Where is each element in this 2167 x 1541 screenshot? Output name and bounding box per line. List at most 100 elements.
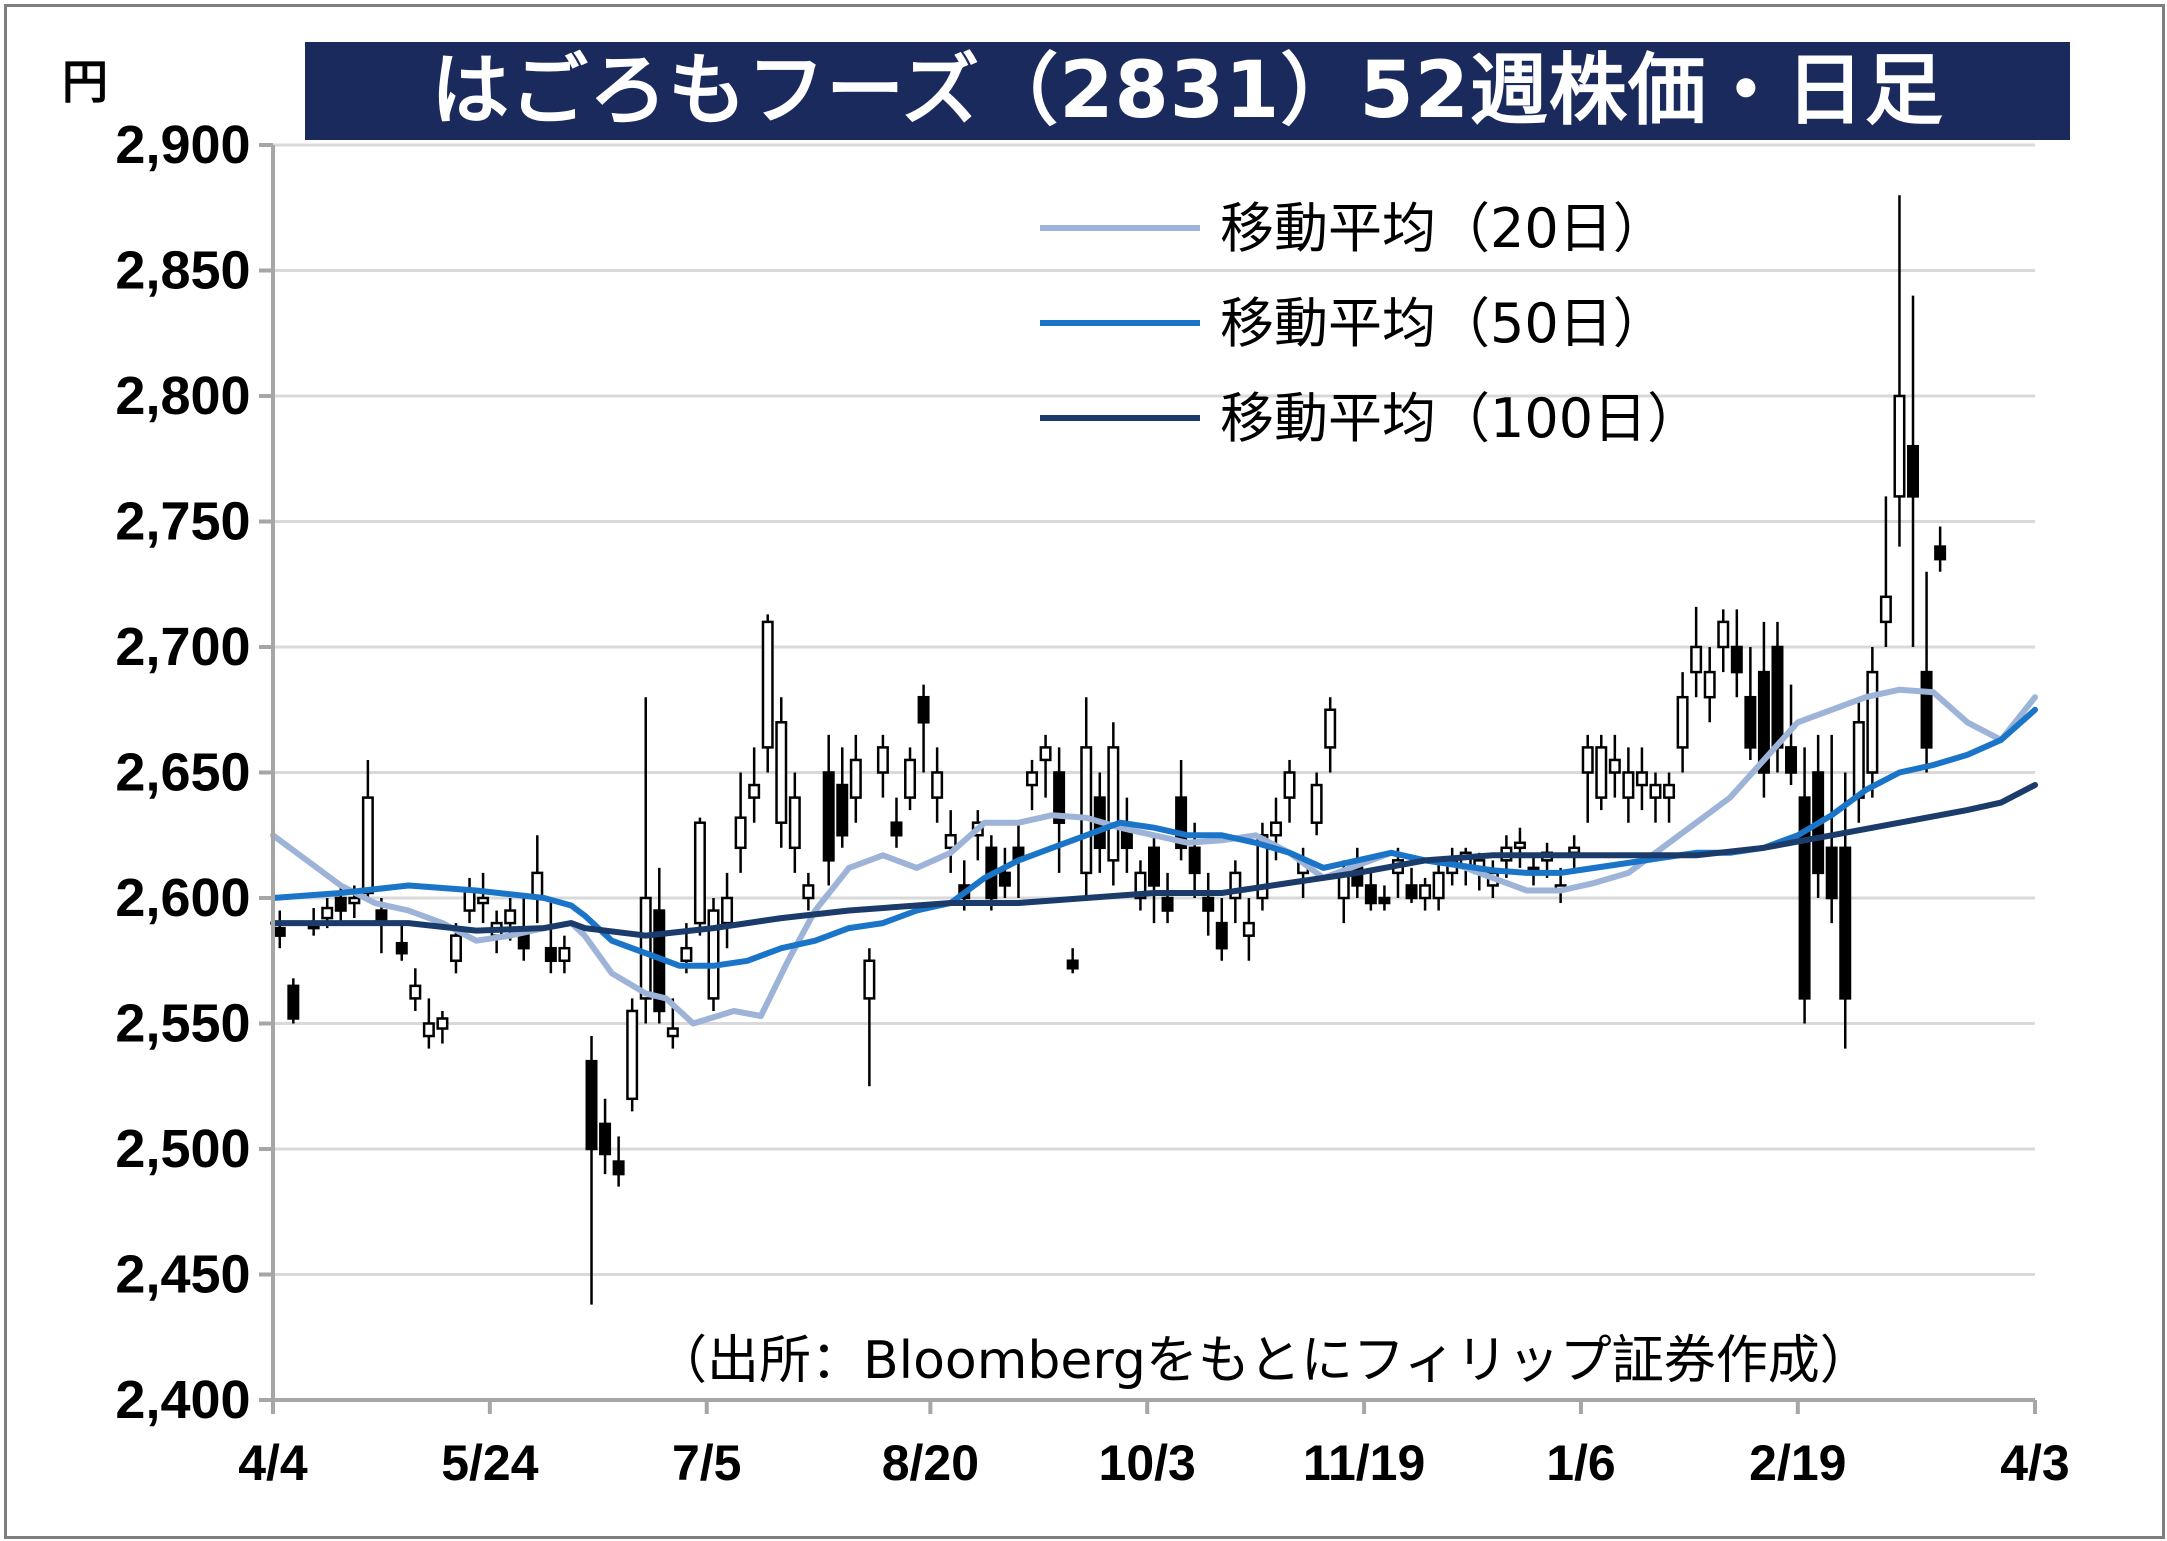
candle <box>1107 722 1120 886</box>
y-tick-label: 2,500 <box>115 1119 250 1179</box>
candle-body <box>1188 846 1201 875</box>
candle <box>1134 860 1147 911</box>
candle-body <box>944 834 957 850</box>
candle <box>1907 295 1920 647</box>
candle-body <box>1513 841 1526 850</box>
candle-body <box>1229 871 1242 900</box>
candle <box>1757 621 1770 798</box>
candle-body <box>788 796 801 850</box>
candle <box>1798 747 1811 1024</box>
candle <box>802 872 815 911</box>
y-tick-label: 2,550 <box>115 994 250 1054</box>
candle-body <box>1635 771 1648 787</box>
candle <box>599 1098 612 1175</box>
candle-body <box>1717 620 1730 649</box>
candle-body <box>1324 708 1337 749</box>
candle <box>639 697 652 1024</box>
candle <box>734 772 747 873</box>
chart-title: はごろもフーズ（2831）52週株価・日足 <box>305 42 2070 140</box>
y-tick-label: 2,900 <box>115 115 250 175</box>
x-tick-label: 4/3 <box>2000 1435 2070 1491</box>
candle <box>1202 872 1215 936</box>
candle-body <box>599 1122 612 1156</box>
candle <box>863 948 876 1087</box>
candle-body <box>517 934 530 950</box>
candle <box>334 882 347 924</box>
candle <box>626 998 639 1112</box>
candle-body <box>1269 821 1282 837</box>
candle-body <box>544 946 557 963</box>
candle <box>1432 860 1445 911</box>
candle-body <box>477 896 490 905</box>
candle-body <box>721 896 734 925</box>
candle <box>1513 827 1526 868</box>
candle-body <box>463 889 476 912</box>
source-note: （出所：Bloombergをもとにフィリップ証券作成） <box>655 1331 1872 1391</box>
candle <box>1581 734 1594 823</box>
y-tick-label: 2,600 <box>115 868 250 928</box>
candle-body <box>802 884 815 900</box>
candle <box>1649 772 1662 823</box>
candle-body <box>1879 595 1892 624</box>
legend-label: 移動平均（20日） <box>1220 197 1667 260</box>
candle-body <box>1608 758 1621 774</box>
candle <box>395 923 408 961</box>
candle-body <box>822 771 835 862</box>
candle-body <box>1730 645 1743 674</box>
candle-body <box>1405 884 1418 900</box>
candle <box>998 847 1011 898</box>
candle <box>1364 872 1377 911</box>
candle-body <box>1419 884 1432 900</box>
candle-body <box>287 984 300 1020</box>
candle-body <box>1066 959 1079 970</box>
candle-body <box>680 946 693 963</box>
candle-body <box>1839 846 1852 1000</box>
candle-body <box>1622 771 1635 799</box>
x-tick-label: 1/6 <box>1546 1435 1616 1491</box>
candle-body <box>558 946 571 963</box>
candle-body <box>409 984 422 1000</box>
y-tick-label: 2,700 <box>115 617 250 677</box>
candle-body <box>876 746 889 774</box>
candle <box>944 810 957 873</box>
candle <box>1039 734 1052 798</box>
candle-body <box>1744 695 1757 749</box>
candle <box>1148 835 1160 924</box>
candle <box>1676 672 1689 773</box>
candle <box>1608 734 1621 798</box>
candle-body <box>273 926 286 937</box>
candle <box>1175 759 1188 861</box>
candle <box>1852 697 1865 823</box>
candle-body <box>449 934 462 963</box>
candle-body <box>1595 746 1608 799</box>
candle <box>1026 759 1039 811</box>
legend-label: 移動平均（100日） <box>1220 387 1701 450</box>
candle-body <box>890 821 903 837</box>
candle-body <box>1934 545 1947 561</box>
candle-body <box>693 821 706 925</box>
candle <box>707 898 720 1011</box>
candle <box>1825 734 1838 924</box>
candle <box>436 1010 449 1044</box>
candle <box>422 998 435 1049</box>
candle <box>1053 747 1066 873</box>
y-tick-label: 2,800 <box>115 366 250 426</box>
candle <box>1405 867 1418 904</box>
candle-body <box>1920 670 1933 749</box>
candle-body <box>1242 921 1255 937</box>
candle <box>361 759 374 898</box>
candle <box>1893 195 1906 547</box>
candle-body <box>666 1027 679 1038</box>
candle-body <box>612 1160 625 1176</box>
candle-body <box>422 1022 435 1038</box>
candle <box>721 872 734 949</box>
candle <box>1568 835 1581 868</box>
candle-body <box>1175 796 1188 850</box>
candle-body <box>395 941 408 955</box>
candle <box>544 898 557 974</box>
candle <box>287 978 300 1024</box>
y-tick-label: 2,750 <box>115 492 250 552</box>
x-tick-label: 5/24 <box>441 1435 539 1491</box>
candle-body <box>1785 746 1798 774</box>
